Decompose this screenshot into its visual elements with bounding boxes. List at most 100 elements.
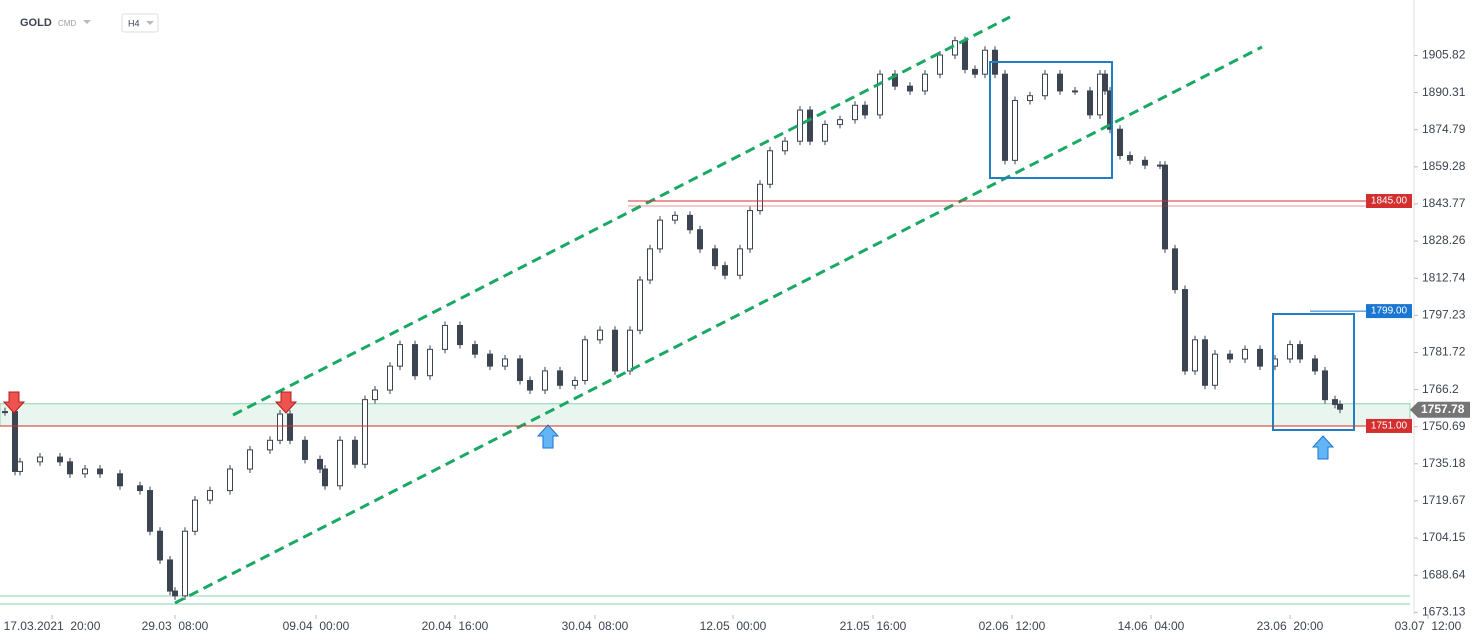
candle-body <box>807 109 813 142</box>
candle-body <box>17 461 23 472</box>
dropdown-icon <box>146 21 154 25</box>
candle-body <box>1242 348 1248 360</box>
candle-body <box>1002 73 1008 161</box>
candle-body <box>192 499 198 532</box>
market: CMD <box>58 19 76 28</box>
channel-line <box>232 15 1011 417</box>
x-tick-label: 29.03 08:00 <box>142 619 209 633</box>
y-tick-label: 1890.31 <box>1422 85 1466 99</box>
candle-body <box>722 265 728 276</box>
candle-body <box>557 370 563 386</box>
candle-body <box>1102 73 1108 92</box>
level-label-box <box>1366 194 1412 209</box>
candle-body <box>1072 90 1078 93</box>
y-tick-label: 1766.2 <box>1422 382 1459 396</box>
candle-body <box>1172 248 1178 291</box>
x-tick-label: 02.06 12:00 <box>979 619 1046 633</box>
up-arrow <box>1311 435 1335 460</box>
symbol[interactable]: GOLD <box>20 17 52 29</box>
candle-body <box>737 248 743 276</box>
candle-body <box>1257 348 1263 367</box>
candle-body <box>277 413 283 441</box>
candle-body <box>1202 339 1208 386</box>
candle-body <box>907 85 913 92</box>
y-tick-label: 1905.82 <box>1422 48 1466 62</box>
candle-body <box>1227 353 1233 360</box>
candle-body <box>1297 344 1303 360</box>
candle-body <box>1162 164 1168 250</box>
candle-body <box>67 461 73 475</box>
candle-body <box>147 490 153 532</box>
y-tick-label: 1704.15 <box>1422 530 1466 544</box>
candle-body <box>637 279 643 331</box>
candle-body <box>1057 73 1063 92</box>
candle-body <box>982 49 988 75</box>
y-tick-label: 1688.64 <box>1422 567 1466 581</box>
candle-body <box>97 468 103 475</box>
candle-body <box>862 104 868 116</box>
candle-body <box>877 73 883 116</box>
candle-body <box>317 458 323 470</box>
interval[interactable]: H4 <box>128 18 140 28</box>
candle-body <box>362 399 368 465</box>
candle-body <box>227 468 233 492</box>
x-tick-label: 12.05 00:00 <box>700 619 767 633</box>
candle-body <box>1117 128 1123 157</box>
candle-body <box>172 590 178 597</box>
candle-body <box>1042 73 1048 97</box>
candle-body <box>572 379 578 386</box>
x-tick-label: 14.06 04:00 <box>1118 619 1185 633</box>
candle-body <box>852 104 858 121</box>
candle-body <box>427 348 433 377</box>
candle-body <box>757 183 763 212</box>
y-tick-label: 1812.74 <box>1422 270 1466 284</box>
interval-box[interactable] <box>121 13 159 33</box>
candle-body <box>747 210 753 250</box>
candle-body <box>57 456 63 463</box>
candle-body <box>922 73 928 92</box>
candle-body <box>322 468 328 487</box>
x-tick-label: 03.07 12:00 <box>1395 619 1462 633</box>
y-tick-label: 1859.28 <box>1422 159 1466 173</box>
candle-body <box>487 353 493 367</box>
down-arrow <box>274 391 298 414</box>
candle-body <box>397 344 403 367</box>
candle-body <box>117 473 123 487</box>
candle-body <box>137 485 143 492</box>
candle-body <box>302 439 308 460</box>
dropdown-icon[interactable] <box>83 20 91 24</box>
candle-body <box>797 109 803 142</box>
x-tick-label: 21.05 16:00 <box>840 619 907 633</box>
candle-body <box>82 468 88 475</box>
candle-body <box>1337 403 1343 410</box>
x-tick-label: 09.04 00:00 <box>283 619 350 633</box>
current-price-tag <box>1410 401 1470 418</box>
candle-body <box>527 379 533 391</box>
current-price-label: 1757.78 <box>1421 402 1465 416</box>
candle-body <box>1097 73 1103 116</box>
candle-body <box>2 411 8 414</box>
candle-body <box>352 439 358 465</box>
candle-body <box>267 439 273 451</box>
candle-body <box>712 248 718 267</box>
candle-body <box>1192 339 1198 372</box>
candle-body <box>837 119 843 125</box>
candle-body <box>247 449 253 470</box>
y-tick-label: 1735.18 <box>1422 456 1466 470</box>
candle-body <box>612 329 618 372</box>
candle-body <box>372 389 378 401</box>
candle-body <box>517 358 523 381</box>
candle-body <box>697 229 703 250</box>
highlight-box <box>1272 313 1355 431</box>
up-arrow <box>536 424 560 449</box>
candle-body <box>337 439 343 487</box>
level-label-box <box>1366 304 1412 319</box>
highlight-box <box>989 61 1113 179</box>
candle-body <box>1027 95 1033 102</box>
candle-body <box>972 68 978 75</box>
candle-body <box>182 530 188 597</box>
candle-body <box>1312 358 1318 372</box>
candle-body <box>502 358 508 367</box>
candle-body <box>962 40 968 70</box>
candle-body <box>12 411 18 472</box>
